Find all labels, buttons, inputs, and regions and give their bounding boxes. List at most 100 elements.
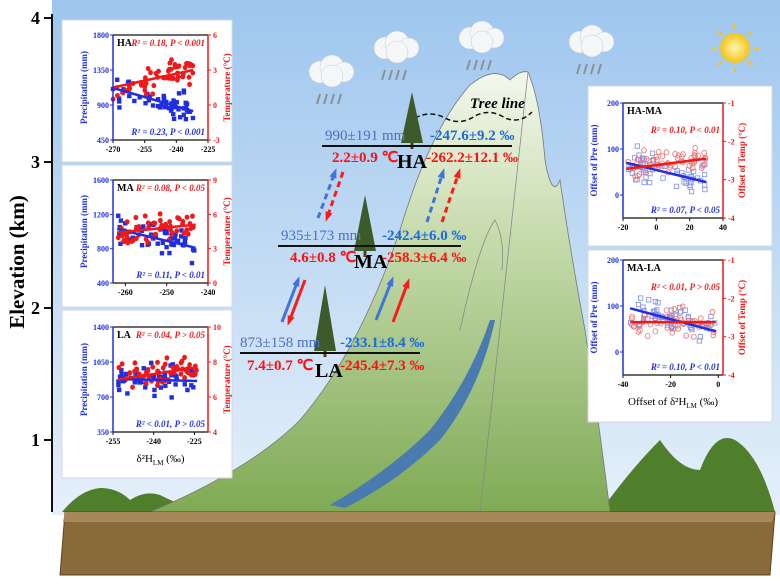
conifer-tree-icon [401,92,423,149]
panel-label: HA [117,38,133,49]
temp-point [692,149,698,156]
precip-point [148,221,154,227]
temp-point [700,162,707,169]
precip-point [164,230,169,236]
temp-regression-annotation: R² = 0.10, P < 0.01 [650,125,720,135]
temp-point [671,306,678,313]
precip-point [191,385,196,390]
right-y-tick-label: 6 [213,393,217,402]
tree-line-label: Tree line [470,96,525,112]
temp-point [115,235,121,241]
arrow-head [453,168,461,179]
rain-drop [480,59,485,71]
precip-fit-line [629,307,717,333]
right-y-tick-label: -3 [728,176,735,185]
precip-point [116,382,121,388]
rain-drop [597,63,602,75]
precip-point [171,111,176,117]
left-y-tick-label: 1400 [93,323,109,332]
precip-point [123,371,129,377]
temp-point [119,233,125,239]
panel-label: MA [117,183,134,194]
temp-point [132,368,137,374]
elevation-tick: 4 [31,8,40,28]
arrow-head [402,278,410,289]
temp-point [675,152,682,159]
temp-point [181,230,187,236]
temp-point [132,360,138,366]
cloud-icon [373,30,420,81]
left-y-tick-label: 350 [97,428,109,437]
temp-point [659,153,666,160]
precip-point [158,385,164,390]
panel-background [587,85,773,247]
left-y-tick-label: 100 [607,145,619,154]
temp-point [164,355,170,361]
ha-label: HA [397,151,428,173]
precip-point [120,378,126,384]
temp-point [153,231,159,237]
precip-point [176,91,182,96]
precip-fit-line [118,377,198,383]
precip-point [174,238,179,243]
temp-point [170,364,176,370]
elevation-axis-label: Elevation (km) [5,195,29,329]
precip-point [674,167,680,174]
cloud-puff [385,40,409,64]
temp-point [710,332,717,339]
precip-point [638,295,644,301]
precip-point [130,235,135,240]
ma-d2h-red: -258.3±6.4 ‰ [382,250,466,266]
precip-point [655,300,661,306]
left-y-tick-label: 100 [607,302,619,311]
rain-drop [323,93,328,105]
precip-point [640,304,646,310]
precip-point [183,100,188,106]
arrow-icon [374,276,394,321]
precip-point [160,240,165,245]
precip-point [683,180,689,186]
dashed-arrow-icon [440,168,461,223]
precip-point [688,179,694,186]
temp-point [153,70,159,77]
precip-point [181,88,187,93]
precip-regression-annotation: R² < 0.01, P > 0.05 [135,419,206,429]
precip-point [641,315,647,322]
precip-point [702,186,708,193]
precip-point [118,241,123,246]
precip-point [677,305,683,311]
precip-point [192,248,197,253]
x-tick-label: 0 [654,223,658,232]
right-y-axis-label: Temperature (°C) [222,197,232,265]
temp-point [172,61,178,68]
cloud-puff [580,34,604,58]
x-tick-label: 0 [716,380,720,389]
left-y-tick-label: 200 [607,99,619,108]
temp-fit-line [118,366,198,381]
precip-point [168,108,174,113]
precip-point [172,102,178,107]
elevation-tick: 3 [31,152,40,172]
elevation-tick: 1 [31,430,40,450]
left-y-tick-label: 800 [97,245,109,254]
precip-point [152,393,157,399]
right-y-tick-label: -4 [728,371,735,380]
precip-point [146,98,152,103]
precip-point [179,228,184,233]
precip-point [178,234,184,239]
precip-point [163,104,169,109]
la-d2h-blue: -233.1±8.4 ‰ [340,335,424,351]
arrow-shaft [316,171,337,219]
temp-point [155,382,160,388]
elevation-axis: 4 3 2 1 Elevation (km) [5,8,53,512]
left-y-tick-label: 1800 [93,31,109,40]
ha-d2h-blue: -247.6±9.2 ‰ [430,128,514,144]
temp-point [142,87,148,93]
x-tick-label: -240 [146,437,161,446]
right-y-tick-label: 8 [213,358,217,367]
mountain [149,71,611,513]
temp-point [143,380,149,386]
precip-point [143,100,148,106]
temp-point [133,214,139,221]
